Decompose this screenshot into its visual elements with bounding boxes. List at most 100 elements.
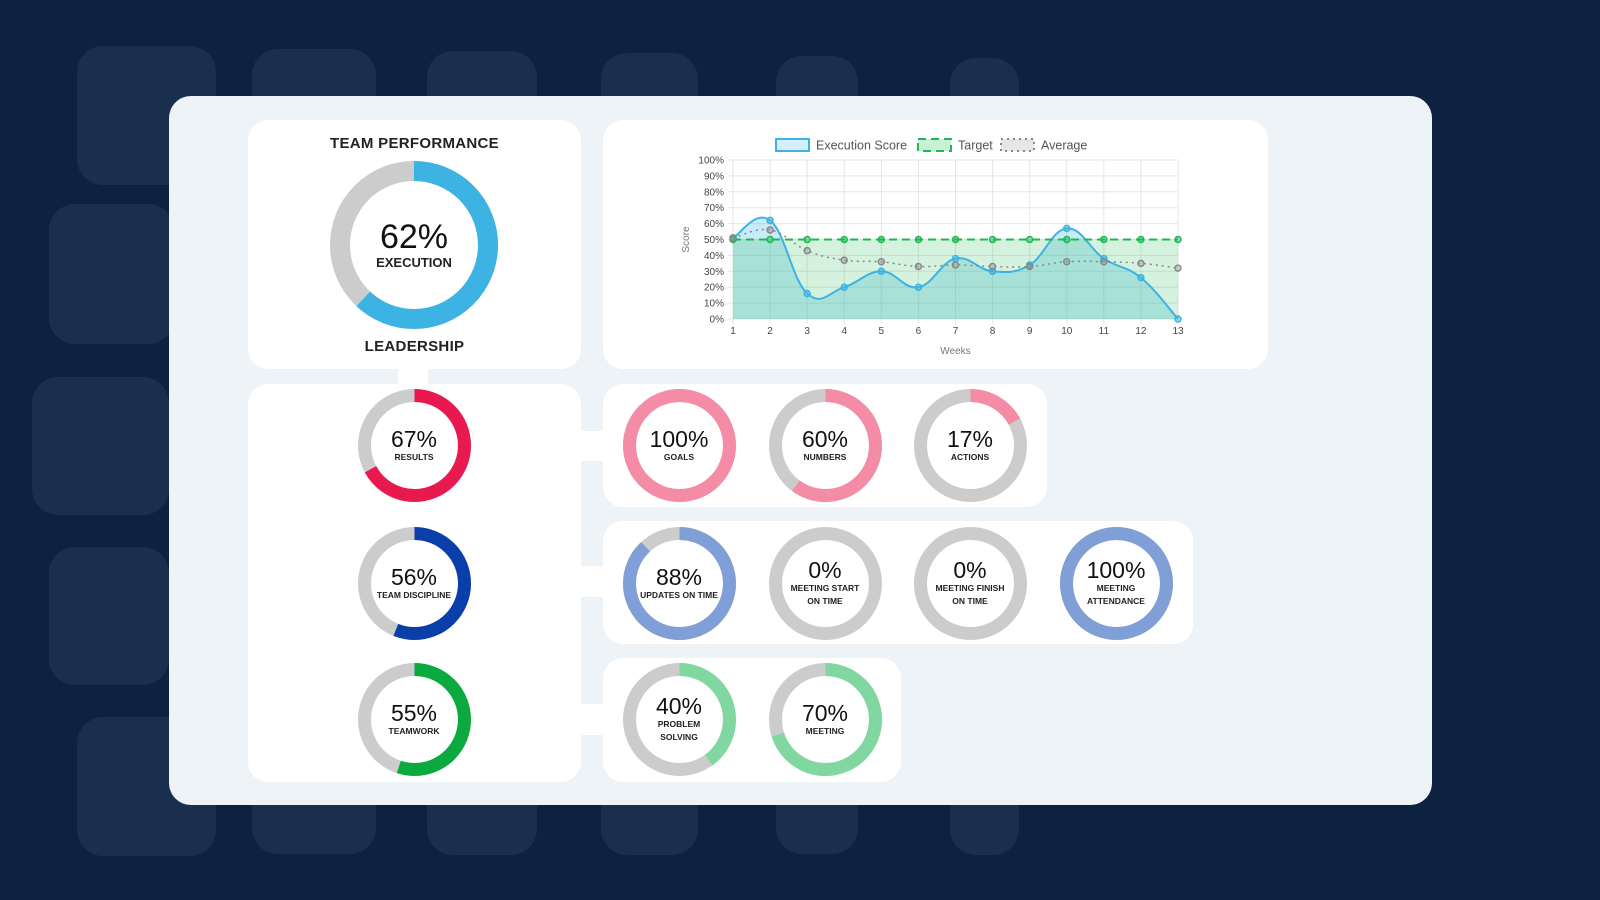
donut-progress-arc <box>622 662 736 776</box>
donut-actions[interactable]: 17% ACTIONS <box>913 388 1027 502</box>
results-breakdown-card <box>603 384 1047 507</box>
donut-ring <box>768 388 882 502</box>
donut-track <box>768 526 882 640</box>
donut-value: 88% <box>655 563 703 590</box>
execution-chart-card: 0% 10% 20% 30% 40% 50% 60% 70% 80% 90% 100% 1 2 3 4 5 6 7… <box>603 120 1268 369</box>
execution-score-point <box>914 283 923 291</box>
target-point <box>1137 235 1145 244</box>
legend-label-execution-score[interactable]: Execution Score <box>816 139 907 153</box>
y-tick-label: 90% <box>704 171 724 182</box>
target-point <box>1063 235 1071 244</box>
y-tick-label: 70% <box>704 203 724 214</box>
x-axis-label: Weeks <box>940 346 970 357</box>
donut-results[interactable]: 67% RESULTS <box>357 388 471 502</box>
x-tick-label: 1 <box>730 326 736 337</box>
donut-text: 62% EXECUTION <box>330 161 498 329</box>
execution-score-point <box>1137 273 1145 282</box>
legend-label-target[interactable]: Target <box>958 139 993 153</box>
donut-label: NUMBERS <box>803 451 847 462</box>
average-point <box>951 261 960 269</box>
donut-value: 62% <box>379 218 449 256</box>
target-point <box>840 235 848 244</box>
execution-score-point <box>1063 224 1071 233</box>
target-point <box>1174 235 1182 244</box>
y-tick-label: 20% <box>704 283 724 294</box>
target-point <box>877 235 886 244</box>
donut-track <box>913 526 1027 640</box>
donut-label: MEETING ATTENDANCE <box>1087 583 1145 606</box>
donut-label: RESULTS <box>394 451 434 462</box>
donut-teamwork[interactable]: 55% TEAMWORK <box>357 662 471 776</box>
execution-score-point <box>803 289 811 298</box>
donut-problem-solving[interactable]: 40% PROBLEM SOLVING <box>622 662 736 776</box>
donut-label: ACTIONS <box>950 451 990 462</box>
donut-goals[interactable]: 100% GOALS <box>622 388 736 502</box>
donut-meeting-attendance[interactable]: 100% MEETING ATTENDANCE <box>1059 526 1173 640</box>
connector <box>578 704 606 735</box>
average-line <box>732 228 1179 269</box>
donut-value: 60% <box>801 425 849 452</box>
average-point <box>840 256 848 264</box>
donut-updates-on-time[interactable]: 88% UPDATES ON TIME <box>622 526 736 640</box>
target-point <box>988 235 997 244</box>
donut-ring <box>622 662 736 776</box>
donut-text: 88% UPDATES ON TIME <box>623 527 736 640</box>
donut-label: MEETING FINISH ON TIME <box>935 583 1005 606</box>
average-point <box>803 246 811 255</box>
donut-label: PROBLEM SOLVING <box>657 719 701 742</box>
donut-ring <box>768 526 882 640</box>
donut-ring <box>1059 526 1173 640</box>
legend-label-average[interactable]: Average <box>1041 139 1087 153</box>
donut-progress-arc <box>768 662 882 776</box>
donut-team-discipline[interactable]: 56% TEAM DISCIPLINE <box>357 526 471 640</box>
target-point <box>1025 235 1034 244</box>
donut-value: 70% <box>801 699 849 726</box>
x-tick-label: 5 <box>879 326 885 337</box>
donut-label: TEAMWORK <box>388 725 440 736</box>
donut-progress-arc <box>1059 526 1173 640</box>
donut-numbers[interactable]: 60% NUMBERS <box>768 388 882 502</box>
y-tick-label: 10% <box>704 299 724 310</box>
donut-meeting[interactable]: 70% MEETING <box>768 662 882 776</box>
donut-ring <box>357 388 471 502</box>
donut-label: TEAM DISCIPLINE <box>376 589 452 600</box>
average-point <box>766 226 774 234</box>
leadership-categories-card <box>248 384 581 782</box>
donut-text: 67% RESULTS <box>358 389 471 502</box>
donut-meeting-start-on-time[interactable]: 0% MEETING START ON TIME <box>768 526 882 640</box>
donut-text: 17% ACTIONS <box>914 389 1027 502</box>
donut-progress-arc <box>357 388 471 502</box>
average-point <box>877 258 886 266</box>
average-point <box>1063 258 1071 266</box>
target-point <box>803 235 811 244</box>
donut-ring <box>330 161 498 329</box>
donut-ring <box>622 526 736 640</box>
donut-value: 0% <box>808 557 842 583</box>
donut-ring <box>357 662 471 776</box>
x-tick-label: 10 <box>1061 326 1073 337</box>
donut-progress-arc <box>768 388 882 502</box>
donut-value: 100% <box>649 425 709 452</box>
donut-value: 67% <box>390 425 438 452</box>
y-tick-label: 100% <box>698 156 724 167</box>
donut-progress-arc <box>913 388 1027 502</box>
y-axis-label: Score <box>681 226 692 253</box>
y-tick-label: 50% <box>704 235 724 246</box>
donut-text: 70% MEETING <box>769 663 882 776</box>
average-point <box>1100 258 1108 266</box>
team-performance-title: TEAM PERFORMANCE <box>330 135 499 152</box>
average-point <box>1025 262 1034 271</box>
donut-ring <box>913 526 1027 640</box>
legend-swatch-execution-score <box>775 138 810 152</box>
execution-donut[interactable]: 62% EXECUTION <box>330 161 498 329</box>
donut-text: 60% NUMBERS <box>769 389 882 502</box>
execution-score-chart: 0%10%20%30%40%50%60%70%80%90%100%1 2 3 4 5 6 7… <box>681 138 1184 357</box>
donut-label: MEETING <box>805 725 845 736</box>
execution-score-point <box>877 267 886 276</box>
execution-score-point <box>951 254 960 263</box>
donut-label: UPDATES ON TIME <box>640 589 718 600</box>
donut-progress-arc <box>330 161 498 329</box>
legend-swatch-average <box>1000 138 1035 152</box>
donut-text: 100% GOALS <box>623 389 736 502</box>
donut-meeting-finish-on-time[interactable]: 0% MEETING FINISH ON TIME <box>913 526 1027 640</box>
